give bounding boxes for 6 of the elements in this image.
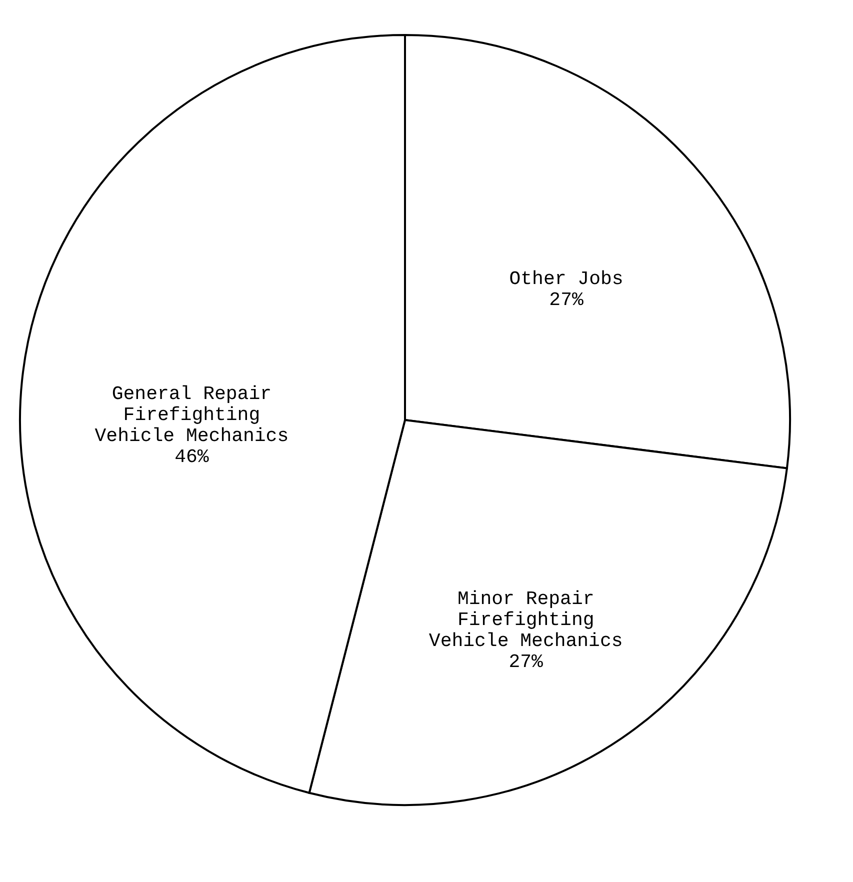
slice-label: General Repair Firefighting Vehicle Mechanics	[94, 383, 289, 448]
slice-label: Other Jobs	[509, 268, 624, 290]
data-label: 46%	[174, 446, 210, 468]
data-label: 27%	[508, 650, 544, 673]
slice-label: Minor Repair Firefighting Vehicle Mechanics	[428, 588, 623, 652]
data-label: 27%	[549, 288, 584, 311]
